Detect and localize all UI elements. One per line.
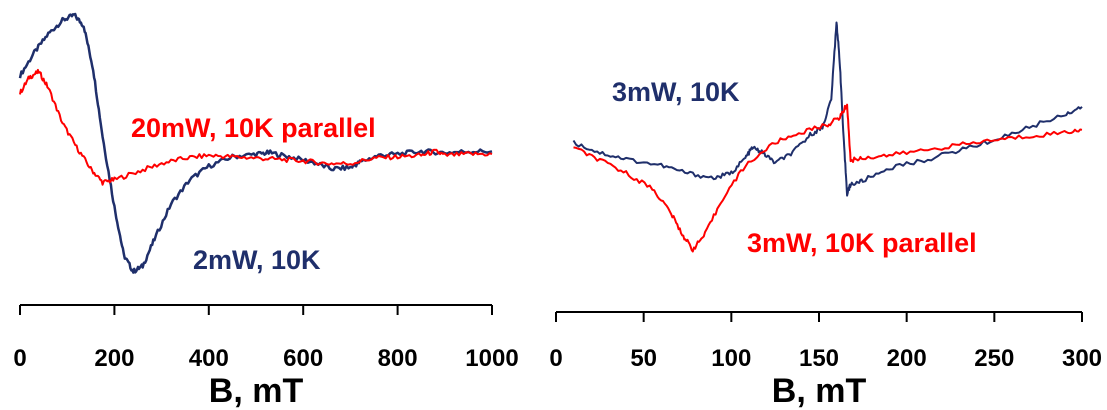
series-label-20mw: 20mW, 10K parallel: [131, 113, 376, 143]
x-tick-label-left-0: 0: [13, 345, 26, 372]
x-ticks-right: [555, 312, 1083, 322]
chart-left: 0 200 400 600 800 1000 B, mT 20mW, 10K parall…: [13, 12, 519, 410]
x-tick-labels-left: 0 200 400 600 800 1000: [13, 345, 518, 372]
series-line-right-1: [573, 103, 1083, 253]
x-axis-title-left: B, mT: [209, 372, 304, 410]
series-line-left-1: [19, 68, 493, 186]
series-line-left-0: [18, 12, 493, 274]
series-label-3mw-parallel: 3mW, 10K parallel: [747, 228, 977, 258]
x-tick-label-right-2: 100: [711, 345, 751, 372]
x-tick-label-right-3: 150: [799, 345, 839, 372]
x-tick-label-left-1: 200: [94, 345, 134, 372]
x-tick-label-right-4: 200: [887, 345, 927, 372]
x-tick-label-left-5: 1000: [465, 345, 518, 372]
x-ticks-left: [19, 305, 493, 315]
x-tick-label-right-5: 250: [974, 345, 1014, 372]
x-tick-labels-right: 0 50 100 150 200 250 300: [549, 345, 1102, 372]
series-label-2mw: 2mW, 10K: [193, 245, 321, 275]
x-tick-label-left-2: 400: [189, 345, 229, 372]
series-label-3mw: 3mW, 10K: [612, 77, 740, 107]
x-tick-label-right-6: 300: [1062, 345, 1102, 372]
series-lines-left: [18, 12, 493, 274]
series-line-right-0: [572, 21, 1083, 197]
series-lines-right: [572, 21, 1083, 253]
x-tick-label-left-3: 600: [283, 345, 323, 372]
x-tick-label-right-1: 50: [630, 345, 657, 372]
x-tick-label-left-4: 800: [378, 345, 418, 372]
chart-right: 0 50 100 150 200 250 300 B, mT 3mW, 10K 3mW, 1…: [549, 21, 1102, 410]
x-axis-title-right: B, mT: [772, 372, 867, 410]
x-tick-label-right-0: 0: [549, 345, 562, 372]
